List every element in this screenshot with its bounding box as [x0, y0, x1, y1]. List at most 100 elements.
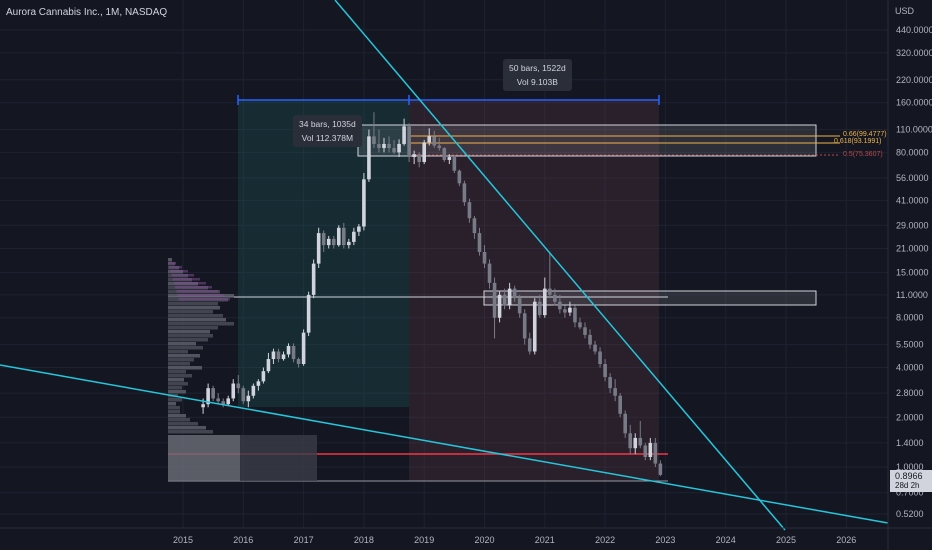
candles	[201, 112, 663, 477]
candle-down	[472, 218, 477, 234]
chart-title: Aurora Cannabis Inc., 1M, NASDAQ	[6, 7, 168, 18]
candle-down	[482, 251, 487, 264]
candle-down	[527, 338, 532, 352]
trend-lines[interactable]	[0, 0, 889, 531]
candle-up	[397, 143, 401, 153]
volume-profile-row	[168, 426, 206, 430]
candle-down	[241, 388, 246, 402]
time-tick: 2022	[595, 535, 615, 545]
candle-down	[276, 351, 281, 360]
price-axis[interactable]: 440.0000 320.0000 220.0000 160.0000 110.0000…	[887, 0, 932, 550]
volume-profile-row	[168, 350, 188, 354]
price-tick: 320.0000	[896, 48, 932, 58]
price-tick: 0.5200	[896, 509, 924, 519]
time-tick: 2021	[535, 535, 555, 545]
price-tick: 11.0000	[896, 290, 928, 300]
candle-up	[286, 345, 291, 355]
time-tick: 2019	[414, 535, 434, 545]
volume-profile-row	[168, 390, 186, 394]
candle-down	[321, 233, 326, 246]
volume-profile-row	[168, 318, 226, 322]
candle-up	[507, 288, 512, 306]
price-tick: 160.0000	[896, 98, 932, 108]
measure-tooltip-long: 50 bars, 1522d Vol 9.103B	[503, 59, 572, 91]
volume-profile-row	[168, 354, 200, 358]
volume-profile-row	[168, 314, 223, 318]
time-tick: 2025	[776, 535, 796, 545]
time-tick: 2017	[294, 535, 314, 545]
candle-up	[357, 226, 361, 232]
candle-up	[226, 398, 231, 405]
price-tick: 15.0000	[896, 268, 929, 278]
candle-down	[487, 263, 492, 283]
candle-down	[331, 238, 336, 246]
price-tick: 80.0000	[896, 147, 929, 157]
candle-down	[603, 364, 607, 378]
fib-label-05: 0.5(75.3607)	[843, 151, 883, 158]
candle-down	[512, 288, 517, 299]
candle-up	[352, 231, 356, 242]
candle-up	[246, 395, 251, 402]
volume-profile	[168, 258, 317, 481]
volume-profile-row	[168, 370, 186, 374]
currency-label: USD	[895, 6, 915, 16]
volume-profile-sell	[170, 270, 188, 273]
time-tick: 2026	[836, 535, 856, 545]
volume-profile-row	[168, 338, 208, 342]
long-position-zone	[238, 100, 409, 407]
price-tick: 0.7000	[896, 488, 924, 498]
volume-profile-row	[168, 386, 182, 390]
volume-profile-row	[168, 430, 213, 434]
volume-profile-sell	[174, 282, 206, 285]
candle-down	[432, 136, 437, 146]
candle-up	[633, 437, 638, 449]
volume-profile-row	[168, 302, 218, 306]
volume-profile-sell	[177, 294, 224, 297]
candle-up	[347, 241, 351, 246]
volume-profile-sell	[168, 262, 176, 265]
time-axis[interactable]: 2015 2016 2017 2018 2019 2020 2021 2022 2023 2024…	[0, 527, 932, 545]
candle-up	[266, 359, 271, 372]
candle-up	[271, 351, 276, 360]
candle-down	[623, 413, 627, 434]
volume-profile-sell	[171, 274, 194, 277]
candle-down	[643, 445, 648, 458]
volume-profile-poc	[168, 435, 240, 481]
volume-profile-row	[168, 310, 213, 314]
candle-down	[452, 157, 457, 171]
candle-down	[442, 148, 447, 160]
candle-down	[628, 433, 633, 449]
candle-down	[387, 143, 391, 149]
price-tick: 2.0000	[896, 412, 924, 422]
candle-down	[502, 294, 507, 306]
resistance-box-upper	[357, 124, 817, 157]
candle-down	[588, 334, 592, 345]
volume-profile-row	[168, 326, 218, 330]
candle-up	[281, 354, 286, 360]
candle-up	[311, 263, 316, 295]
candle-down	[537, 301, 542, 316]
fib-label-066: 0.66(99.4777)	[843, 131, 887, 138]
drawing-overlays	[168, 95, 840, 482]
volume-profile-row	[168, 410, 180, 414]
candle-down	[392, 148, 396, 153]
tooltip-volume: Vol 9.103B	[516, 77, 558, 87]
price-tick: 29.0000	[896, 220, 929, 230]
tooltip-bars: 34 bars, 1035d	[299, 119, 356, 129]
time-tick: 2018	[354, 535, 374, 545]
candle-up	[367, 136, 371, 180]
volume-profile-row	[168, 322, 234, 326]
candle-down	[573, 307, 577, 323]
time-tick: 2016	[233, 535, 253, 545]
last-price-value: 0.8966	[895, 471, 923, 481]
candle-up	[427, 136, 432, 143]
price-tick: 110.0000	[896, 125, 932, 135]
candle-up	[306, 294, 311, 333]
volume-profile-row	[168, 406, 180, 410]
candle-down	[437, 145, 442, 149]
price-tick: 21.0000	[896, 243, 929, 253]
candle-up	[206, 388, 210, 405]
last-price-badge: 0.8966 28d 2h	[890, 470, 932, 492]
fib-label-0618: 0.618(93.1991)	[834, 138, 881, 145]
